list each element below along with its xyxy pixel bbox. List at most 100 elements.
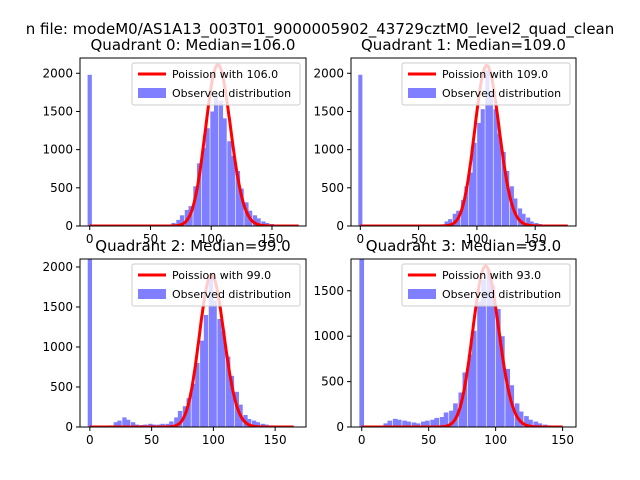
y-tick-label: 1000 xyxy=(313,329,344,343)
histogram-bar xyxy=(481,279,486,427)
y-tick-label: 1500 xyxy=(42,300,73,314)
axes-frame xyxy=(79,258,307,428)
histogram-bar xyxy=(226,356,231,427)
histogram-bar xyxy=(415,423,421,427)
histogram-bar xyxy=(87,74,92,226)
histogram-bar xyxy=(176,219,181,226)
y-tick-label: 0 xyxy=(336,420,344,434)
x-tick-label: 50 xyxy=(143,232,158,246)
histogram-bar xyxy=(196,163,202,226)
histogram-bar xyxy=(213,95,219,226)
axes-frame xyxy=(79,57,307,227)
histogram-bar xyxy=(117,420,122,427)
histogram-bar xyxy=(452,213,457,226)
y-tick-label: 2000 xyxy=(42,66,73,80)
y-tick-label: 0 xyxy=(65,420,73,434)
histogram-bar xyxy=(477,122,482,226)
y-tick-label: 2000 xyxy=(42,260,73,274)
histogram-bar xyxy=(186,398,191,427)
legend-box xyxy=(131,263,301,307)
histogram-bar xyxy=(126,419,131,427)
y-tick-label: 1000 xyxy=(42,340,73,354)
histogram-bar xyxy=(200,340,205,427)
histogram-bar xyxy=(490,285,496,427)
histogram-bar xyxy=(179,215,185,226)
x-tick-label: 100 xyxy=(465,232,488,246)
histogram-bar xyxy=(434,417,440,427)
legend-label: Observed distribution xyxy=(172,288,291,301)
histogram-bar xyxy=(396,419,402,427)
y-tick-label: 500 xyxy=(50,380,73,394)
histogram-bar xyxy=(460,200,465,226)
histogram-bar xyxy=(529,221,534,226)
legend-label: Poission with 99.0 xyxy=(172,269,271,282)
histogram-bar xyxy=(148,423,153,427)
histogram-bar xyxy=(499,336,505,427)
x-tick-label: 0 xyxy=(358,433,366,447)
y-tick-label: 500 xyxy=(50,181,73,195)
histogram-bar xyxy=(392,418,398,427)
histogram-bar xyxy=(130,422,136,427)
x-tick-label: 150 xyxy=(524,232,547,246)
x-tick-label: 50 xyxy=(144,433,159,447)
histogram-bar xyxy=(521,213,526,226)
histogram-bar xyxy=(406,421,411,427)
histogram-bar xyxy=(210,111,215,226)
histogram-bar xyxy=(227,141,232,226)
histogram-bar xyxy=(448,219,453,226)
legend-box xyxy=(401,62,571,106)
legend: Poission with 93.0 Observed distribution xyxy=(401,263,571,307)
histogram-bar xyxy=(247,419,252,427)
histogram-bar xyxy=(251,420,257,427)
legend-label: Poission with 93.0 xyxy=(442,269,541,282)
histogram-bar xyxy=(411,422,417,427)
histogram-bar xyxy=(191,383,196,427)
histogram-bar xyxy=(221,331,226,427)
legend-label: Observed distribution xyxy=(442,288,561,301)
histogram-bar xyxy=(488,91,493,226)
x-tick-label: 150 xyxy=(261,232,284,246)
histogram-bar xyxy=(160,423,165,427)
y-tick-label: 500 xyxy=(321,181,344,195)
histogram-bar xyxy=(518,208,523,226)
histogram-bar xyxy=(526,217,531,226)
histogram-bar xyxy=(177,411,183,427)
histogram-bar xyxy=(217,319,222,427)
histogram-bar xyxy=(195,363,200,427)
histogram-bar xyxy=(239,188,244,226)
histogram-bar xyxy=(462,372,468,427)
legend: Poission with 99.0 Observed distribution xyxy=(131,263,301,307)
x-tick-label: 100 xyxy=(484,433,507,447)
histogram-bar xyxy=(203,315,209,427)
histogram-bar xyxy=(472,142,477,226)
legend-label: Poission with 109.0 xyxy=(442,68,548,81)
axes-frame xyxy=(350,258,577,428)
histogram-bar xyxy=(430,419,436,427)
x-tick-label: 0 xyxy=(86,433,94,447)
legend-label: Observed distribution xyxy=(172,87,291,100)
histogram-bar xyxy=(528,419,533,427)
histogram-bar xyxy=(493,109,498,226)
histogram-bar xyxy=(230,155,236,226)
histogram-bar xyxy=(256,218,261,226)
legend-box xyxy=(401,263,571,307)
histogram-bar xyxy=(533,421,539,427)
legend-patch-swatch xyxy=(408,289,436,299)
y-tick-label: 1500 xyxy=(42,104,73,118)
poisson-curve xyxy=(360,264,564,427)
histogram-bar xyxy=(501,151,506,226)
figure-suptitle: n file: modeM0/AS1A13_003T01_9000005902_… xyxy=(26,20,615,39)
histogram-bar xyxy=(169,421,174,427)
legend-label: Poission with 106.0 xyxy=(172,68,278,81)
x-tick-label: 150 xyxy=(551,433,574,447)
histogram-bar xyxy=(505,368,511,427)
x-tick-label: 100 xyxy=(200,232,223,246)
y-tick-label: 1000 xyxy=(313,143,344,157)
legend: Poission with 109.0 Observed distribution xyxy=(401,62,571,106)
histogram-bar xyxy=(537,423,543,427)
y-tick-label: 1500 xyxy=(313,284,344,298)
y-tick-label: 0 xyxy=(336,219,344,233)
